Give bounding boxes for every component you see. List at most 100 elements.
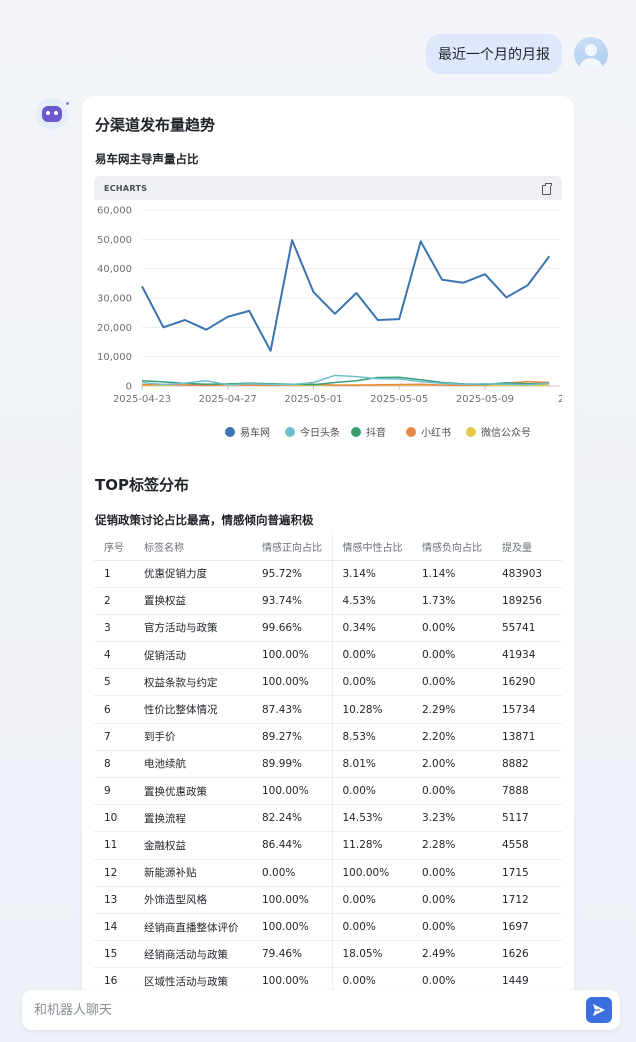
table-row: 13 外饰造型风格 100.00% 0.00% 0.00% 1712 [94, 886, 562, 914]
cell-index: 8 [94, 750, 134, 779]
legend-marker [406, 427, 416, 437]
cell-mentions: 1626 [492, 940, 562, 969]
cell-positive: 87.43% [252, 695, 333, 724]
cell-tag-name: 经销商直播整体评价 [134, 913, 252, 942]
cell-index: 4 [94, 641, 134, 670]
section-title-trend: 分渠道发布量趋势 [95, 116, 216, 134]
cell-negative: 1.73% [412, 587, 492, 615]
cell-negative: 0.00% [412, 641, 492, 670]
x-tick-label: 2025-05-05 [370, 394, 428, 405]
user-message-row: 最近一个月的月报 [426, 34, 608, 74]
legend-label: 易车网 [240, 426, 270, 439]
legend-marker [285, 427, 295, 437]
cell-mentions: 7888 [492, 777, 562, 806]
user-avatar-icon [574, 37, 608, 71]
cell-mentions: 483903 [492, 560, 562, 588]
table-row: 1 优惠促销力度 95.72% 3.14% 1.14% 483903 [94, 560, 562, 588]
cell-neutral: 0.00% [332, 777, 412, 806]
cell-mentions: 16290 [492, 668, 562, 697]
x-tick-label: 2025-05-01 [284, 394, 342, 405]
cell-index: 1 [94, 560, 134, 588]
col-header-mentions: 提及量 [492, 534, 562, 561]
y-tick-label: 50,000 [97, 235, 132, 246]
cell-negative: 0.00% [412, 668, 492, 697]
table-row: 2 置换权益 93.74% 4.53% 1.73% 189256 [94, 587, 562, 615]
chart-subtitle: 易车网主导声量占比 [95, 152, 199, 166]
cell-positive: 0.00% [252, 859, 333, 887]
table-row: 3 官方活动与政策 99.66% 0.34% 0.00% 55741 [94, 614, 562, 643]
chart-container: ECHARTS 60,000 50,000 40,000 30,000 20,000 10… [94, 176, 562, 456]
chat-input[interactable] [34, 999, 574, 1021]
table-row: 8 电池续航 89.99% 8.01% 2.00% 8882 [94, 750, 562, 779]
col-header-negative: 情感负向占比 [412, 534, 492, 561]
robot-avatar-icon [36, 98, 69, 130]
cell-negative: 0.00% [412, 859, 492, 887]
cell-index: 11 [94, 831, 134, 860]
cell-mentions: 15734 [492, 695, 562, 724]
cell-mentions: 13871 [492, 723, 562, 751]
col-header-neutral: 情感中性占比 [332, 534, 412, 561]
x-tick-label: 2025-05-09 [456, 394, 514, 405]
cell-negative: 0.00% [412, 913, 492, 942]
table-header-row: 序号 标签名称 情感正向占比 情感中性占比 情感负向占比 提及量 [94, 534, 562, 561]
cell-positive: 79.46% [252, 940, 333, 969]
bot-response-card: 分渠道发布量趋势 易车网主导声量占比 ECHARTS 60,000 50,000 4… [82, 96, 574, 1001]
table-row: 11 金融权益 86.44% 11.28% 2.28% 4558 [94, 831, 562, 860]
cell-positive: 100.00% [252, 641, 333, 670]
cell-negative: 2.49% [412, 940, 492, 969]
cell-negative: 2.20% [412, 723, 492, 751]
series-line-0 [141, 239, 551, 352]
cell-tag-name: 置换流程 [134, 804, 252, 833]
cell-negative: 3.23% [412, 804, 492, 833]
tag-table: 序号 标签名称 情感正向占比 情感中性占比 情感负向占比 提及量 1 优惠促销力度… [94, 534, 562, 996]
table-row: 9 置换优惠政策 100.00% 0.00% 0.00% 7888 [94, 777, 562, 806]
chat-input-bar [22, 990, 620, 1030]
x-tick-label: 2025 [558, 394, 562, 405]
cell-negative: 1.14% [412, 560, 492, 588]
cell-positive: 86.44% [252, 831, 333, 860]
cell-mentions: 1712 [492, 886, 562, 914]
cell-tag-name: 性价比整体情况 [134, 695, 252, 724]
cell-index: 3 [94, 614, 134, 643]
copy-icon[interactable] [542, 182, 552, 195]
y-tick-label: 40,000 [97, 264, 132, 275]
cell-tag-name: 置换优惠政策 [134, 777, 252, 806]
y-tick-label: 20,000 [97, 323, 132, 334]
cell-negative: 2.00% [412, 750, 492, 779]
legend-marker [466, 427, 476, 437]
table-row: 6 性价比整体情况 87.43% 10.28% 2.29% 15734 [94, 695, 562, 724]
chart-header: ECHARTS [94, 176, 562, 200]
cell-tag-name: 置换权益 [134, 587, 252, 615]
table-row: 14 经销商直播整体评价 100.00% 0.00% 0.00% 1697 [94, 913, 562, 942]
y-tick-label: 60,000 [97, 206, 132, 217]
cell-neutral: 0.00% [332, 668, 412, 697]
legend-label: 抖音 [366, 426, 386, 439]
cell-neutral: 14.53% [332, 804, 412, 833]
cell-index: 6 [94, 695, 134, 724]
cell-negative: 0.00% [412, 777, 492, 806]
cell-index: 12 [94, 859, 134, 887]
col-header-index: 序号 [94, 534, 134, 561]
y-tick-label: 10,000 [97, 352, 132, 363]
cell-tag-name: 促销活动 [134, 641, 252, 670]
cell-positive: 100.00% [252, 668, 333, 697]
cell-tag-name: 到手价 [134, 723, 252, 751]
cell-tag-name: 优惠促销力度 [134, 560, 252, 588]
send-button[interactable] [586, 997, 612, 1023]
cell-neutral: 4.53% [332, 587, 412, 615]
cell-index: 9 [94, 777, 134, 806]
legend-label: 小红书 [421, 426, 451, 439]
cell-mentions: 4558 [492, 831, 562, 860]
cell-neutral: 8.53% [332, 723, 412, 751]
table-subtitle: 促销政策讨论占比最高，情感倾向普遍积极 [95, 513, 314, 527]
cell-mentions: 1715 [492, 859, 562, 887]
line-chart: 60,00050,00040,00030,00020,00010,0000202… [97, 206, 562, 440]
cell-tag-name: 外饰造型风格 [134, 886, 252, 914]
cell-positive: 93.74% [252, 587, 333, 615]
cell-tag-name: 经销商活动与政策 [134, 940, 252, 969]
user-message-bubble: 最近一个月的月报 [426, 34, 562, 74]
x-tick-label: 2025-04-27 [199, 394, 257, 405]
cell-mentions: 55741 [492, 614, 562, 643]
cell-index: 15 [94, 940, 134, 969]
table-row: 15 经销商活动与政策 79.46% 18.05% 2.49% 1626 [94, 940, 562, 969]
